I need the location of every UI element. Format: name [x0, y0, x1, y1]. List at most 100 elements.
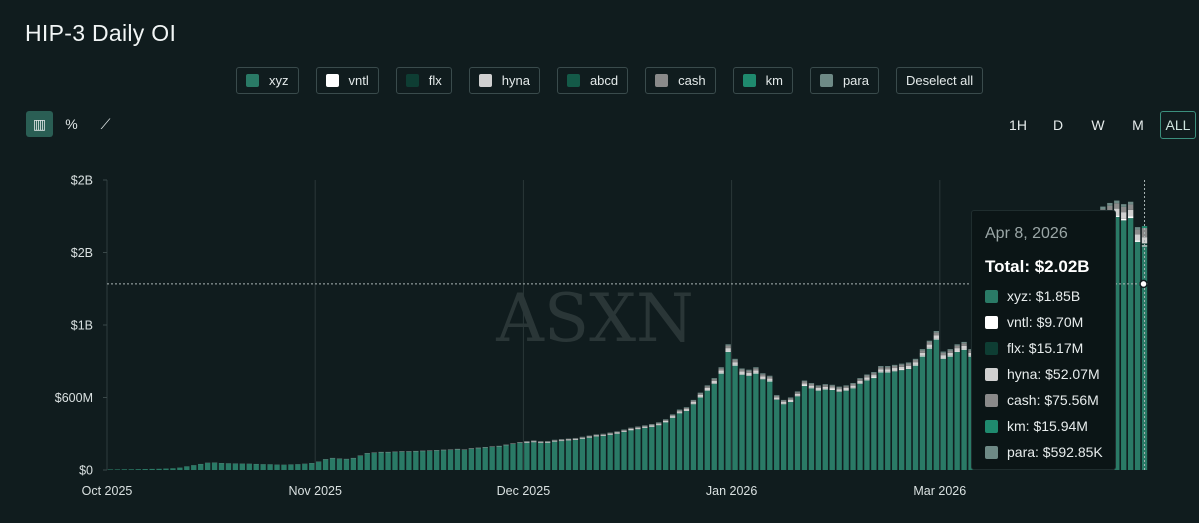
bar-segment-hyna	[885, 369, 891, 372]
bar-segment-para	[725, 344, 731, 346]
range-d[interactable]: D	[1052, 117, 1064, 133]
bar-segment-hyna	[892, 368, 898, 371]
bar-segment-cash	[864, 375, 870, 378]
bar-segment-vntl	[836, 391, 842, 392]
bar-segment-xyz	[1127, 218, 1134, 470]
bar-segment-xyz	[739, 374, 745, 470]
bar-segment-para	[767, 375, 773, 377]
legend-toggle-xyz[interactable]: xyz	[236, 67, 299, 94]
bar-segment-para	[1127, 201, 1134, 205]
bar-segment-hyna	[725, 348, 731, 352]
legend-toggle-cash[interactable]: cash	[645, 67, 716, 94]
range-m[interactable]: M	[1132, 117, 1144, 133]
bar-segment-cash	[1107, 205, 1113, 211]
bar-segment-xyz	[697, 397, 704, 470]
bar-segment-para	[857, 378, 863, 380]
tooltip-row: hyna: $52.07M	[985, 366, 1100, 382]
bar-segment-vntl	[898, 369, 905, 371]
bar-segment-hyna	[912, 362, 919, 365]
bar-segment-hyna	[940, 355, 946, 359]
bar-segment-cash	[656, 422, 662, 424]
bar-segment-xyz	[135, 469, 141, 470]
bar-segment-xyz	[267, 464, 273, 470]
bar-segment-xyz	[170, 468, 176, 470]
bar-segment-xyz	[774, 399, 780, 470]
bar-segment-hyna	[621, 430, 627, 432]
bar-segment-xyz	[621, 431, 627, 470]
bar-segment-xyz	[898, 370, 905, 470]
deselect-all-button[interactable]: Deselect all	[895, 67, 984, 94]
bar-segment-cash	[940, 352, 946, 356]
bar-segment-xyz	[885, 372, 891, 470]
bar-segment-xyz	[961, 349, 967, 470]
bar-segment-hyna	[857, 380, 863, 384]
line-chart-icon[interactable]: ⟋	[100, 115, 111, 132]
bar-segment-vntl	[711, 383, 717, 384]
percent-icon[interactable]: %	[65, 116, 78, 132]
bar-segment-xyz	[919, 356, 926, 470]
bar-segment-vntl	[725, 351, 731, 352]
bar-segment-vntl	[767, 380, 773, 382]
legend-toggle-flx[interactable]: flx	[395, 67, 452, 94]
bar-segment-para	[933, 331, 939, 333]
bar-segment-xyz	[461, 449, 468, 470]
bar-segment-xyz	[336, 458, 343, 470]
bar-segment-para	[871, 372, 877, 374]
series-legend: xyz vntl flx hyna abcd cash km para Deselect all	[236, 67, 984, 94]
bar-segment-cash	[704, 386, 710, 388]
bar-segment-xyz	[760, 379, 766, 470]
bar-segment-para	[898, 363, 905, 365]
bar-segment-cash	[718, 368, 724, 371]
tooltip-row: vntl: $9.70M	[985, 314, 1083, 330]
bar-segment-km	[1141, 226, 1148, 229]
bar-segment-para	[885, 366, 891, 368]
tooltip-row-label: xyz: $1.85B	[1007, 288, 1081, 304]
bar-segment-xyz	[857, 383, 863, 470]
bar-chart-icon[interactable]: ▥	[26, 111, 53, 137]
bar-segment-xyz	[808, 388, 815, 470]
bar-segment-para	[926, 340, 933, 343]
bar-segment-para	[663, 419, 669, 420]
page-title: HIP-3 Daily OI	[25, 20, 177, 46]
y-tick-label: $2B	[71, 174, 93, 188]
bar-segment-cash	[815, 386, 822, 388]
bar-segment-cash	[780, 400, 787, 403]
legend-toggle-para[interactable]: para	[809, 67, 879, 94]
bar-segment-hyna	[1127, 209, 1134, 217]
bar-segment-xyz	[281, 464, 287, 470]
legend-toggle-abcd[interactable]: abcd	[556, 67, 629, 94]
bar-segment-vntl	[954, 351, 960, 352]
bar-segment-vntl	[739, 374, 745, 375]
bar-segment-para	[794, 391, 801, 393]
bar-segment-cash	[961, 343, 967, 346]
bar-segment-xyz	[822, 389, 828, 470]
range-w[interactable]: W	[1091, 117, 1105, 133]
bar-segment-cash	[808, 383, 815, 386]
range-all[interactable]: ALL	[1160, 111, 1196, 139]
bar-segment-xyz	[329, 458, 336, 470]
bar-segment-cash	[760, 374, 766, 377]
bar-segment-vntl	[892, 370, 898, 372]
bar-segment-xyz	[878, 372, 884, 470]
bar-segment-para	[843, 385, 849, 387]
bar-segment-vntl	[746, 375, 752, 376]
legend-toggle-km[interactable]: km	[732, 67, 793, 94]
bar-segment-hyna	[801, 383, 808, 386]
bar-segment-hyna	[822, 386, 828, 389]
bar-segment-xyz	[614, 433, 620, 470]
range-1h[interactable]: 1H	[1009, 117, 1027, 133]
tooltip-row-label: hyna: $52.07M	[1007, 366, 1100, 382]
bar-segment-xyz	[211, 462, 218, 470]
bar-segment-hyna	[829, 387, 835, 390]
legend-label: hyna	[501, 73, 530, 88]
bar-segment-hyna	[878, 369, 884, 372]
bar-segment-vntl	[1127, 216, 1134, 219]
bar-segment-xyz	[218, 463, 225, 470]
bar-segment-cash	[912, 359, 919, 363]
bar-segment-xyz	[295, 464, 301, 470]
bar-segment-para	[690, 399, 697, 401]
bar-segment-para	[912, 358, 919, 360]
legend-toggle-hyna[interactable]: hyna	[468, 67, 540, 94]
bar-segment-hyna	[676, 411, 683, 413]
legend-toggle-vntl[interactable]: vntl	[315, 67, 379, 94]
